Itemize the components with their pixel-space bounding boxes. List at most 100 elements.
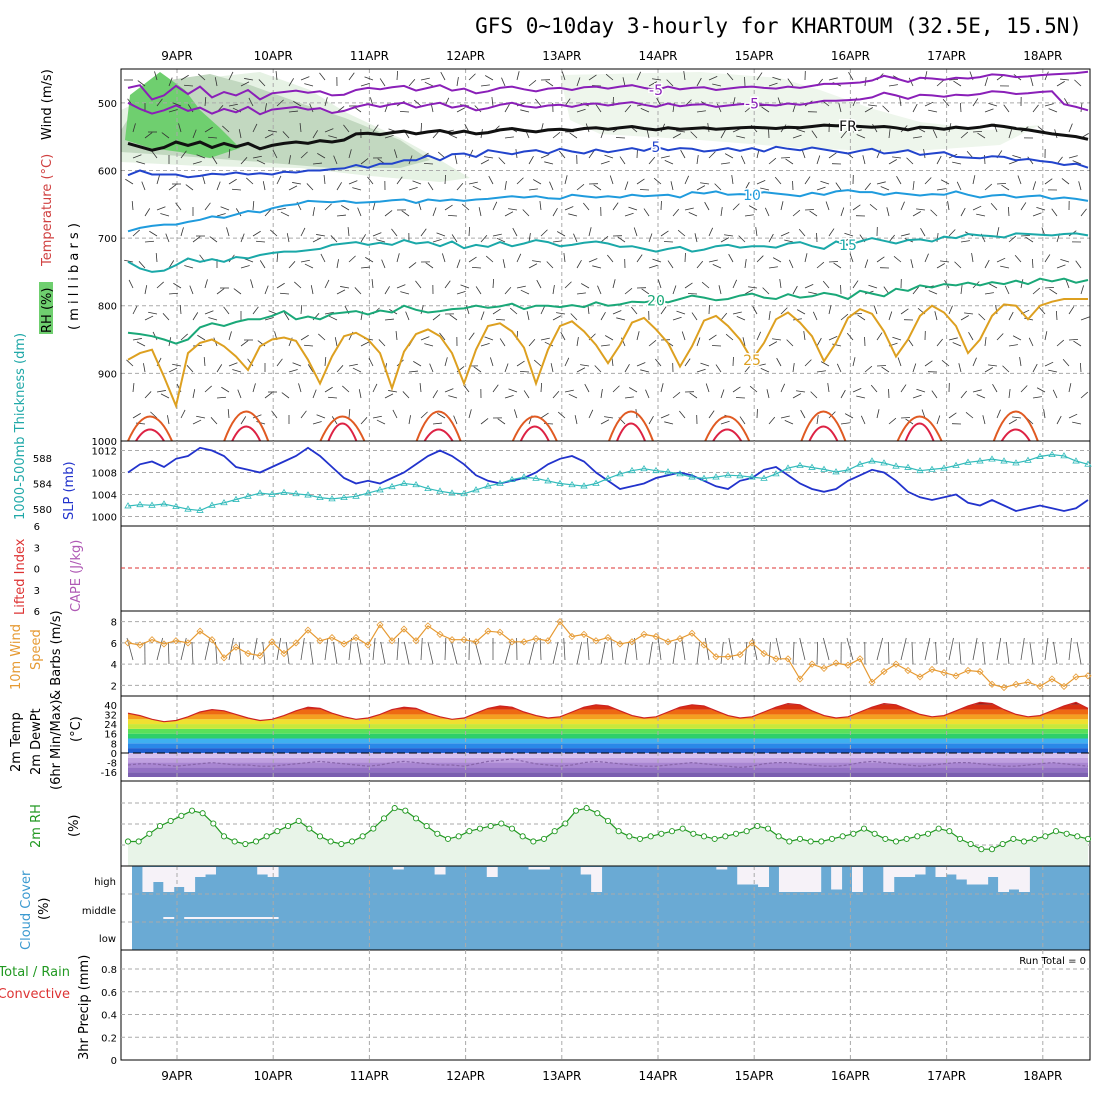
wind10-barb [768,641,771,665]
rh2m-marker [604,817,612,824]
rh2m-marker [402,807,409,814]
wind-barb [648,233,653,243]
wind-barb [392,409,398,419]
wind-barb [744,364,752,373]
wind-barb [162,313,170,321]
wind-barb [786,339,794,347]
wind-barb [739,416,746,425]
bottom-date-label: 17APR [927,1069,966,1083]
rh2m-marker [476,825,484,832]
wind-barb [198,73,206,81]
thickness-marker [976,457,984,464]
wind-barb [1068,413,1078,419]
rh2m-marker [743,828,750,835]
rh2m-series [124,805,1092,866]
temp2m-label-2: 2m DewPt [29,708,44,775]
wind-barb [1075,260,1082,269]
wind-barb [264,103,267,113]
wind-speed-marker [340,640,348,648]
wind-barb [539,201,542,211]
wind-barb [583,202,590,211]
wind-barb [252,414,262,419]
thickness-marker [820,465,828,472]
rh2m-marker [359,833,366,840]
wind-barb [958,363,962,373]
wind-barb [396,70,399,81]
wind-barb [916,208,926,211]
rh2m-marker [946,828,953,835]
wind-barb [343,124,350,133]
wind-speed-marker [1084,672,1092,680]
wind-barb [720,237,730,243]
cloud-high-bar [799,867,811,892]
wind-barb [690,131,698,139]
wind-speed-marker [796,675,804,683]
wind-barb [636,178,645,185]
thickness-marker [1048,450,1056,458]
rh2m-marker [722,833,729,840]
wind10-barb [180,637,187,661]
wind-barb [948,229,956,237]
wind-barb [372,415,382,419]
thickness-marker [352,492,360,499]
wind-barb [576,260,582,269]
wind-barb [156,175,160,185]
thickness-line [127,453,1089,512]
wind-speed-marker [820,664,828,672]
wind-barb [1051,208,1058,217]
wind-barb [792,209,801,217]
wind10-barb [775,637,782,661]
wind-speed-marker [316,637,324,645]
wind-barb [408,262,417,269]
wind10-grid [121,611,1090,696]
wind-barb [605,73,614,81]
wind-barb [893,256,902,263]
rh2m-marker [210,820,217,827]
millibars-label: ( m i l l i b a r s ) [67,223,82,330]
wind-barb [696,77,702,87]
thickness-marker [184,505,192,512]
wind-barb [504,211,514,217]
wind-barb [528,233,531,243]
wind-speed-marker [988,680,996,688]
rh2m-marker [252,838,260,845]
thickness-marker [328,495,336,502]
bottom-date-label: 13APR [542,1069,581,1083]
rh-legend-label: RH (%) [40,288,55,333]
rh2m-marker [540,835,548,842]
wind-barb [664,159,674,165]
wind10-barb [252,637,258,661]
wind10-barb [935,641,938,665]
wind-speed-marker [616,640,624,648]
wind-barb [352,367,362,373]
thickness-marker [1072,457,1080,464]
wind10-tick-label: 8 [111,618,117,629]
rh2m-marker [263,833,270,840]
thickness-marker [424,484,432,492]
wind-barb [484,156,494,159]
wind-barb [640,107,650,113]
wind-barb [800,409,806,419]
cloud-middle-bar [205,917,216,919]
thickness-marker [280,488,288,495]
wind-speed-marker [364,641,372,649]
wind-barb [276,252,279,263]
wind-barb [701,281,710,289]
wind-barb [724,153,734,159]
wind-barb [358,389,362,399]
wind-barb [491,97,494,107]
wind-barb [504,104,510,113]
wind-barb [718,285,722,295]
wind-barb [456,107,466,113]
wind-barb [636,331,640,341]
wind-barb [648,340,657,347]
wind-barb [540,412,549,419]
cloud-high-bar [831,867,843,890]
precip-total-label: Total / Rain [0,965,70,980]
wind-barb [732,386,741,393]
wind-barb [732,311,742,315]
wind-barb [323,175,326,185]
wind-barb [454,155,458,165]
wind-speed-marker [640,630,648,638]
top-date-label: 13APR [542,49,581,63]
